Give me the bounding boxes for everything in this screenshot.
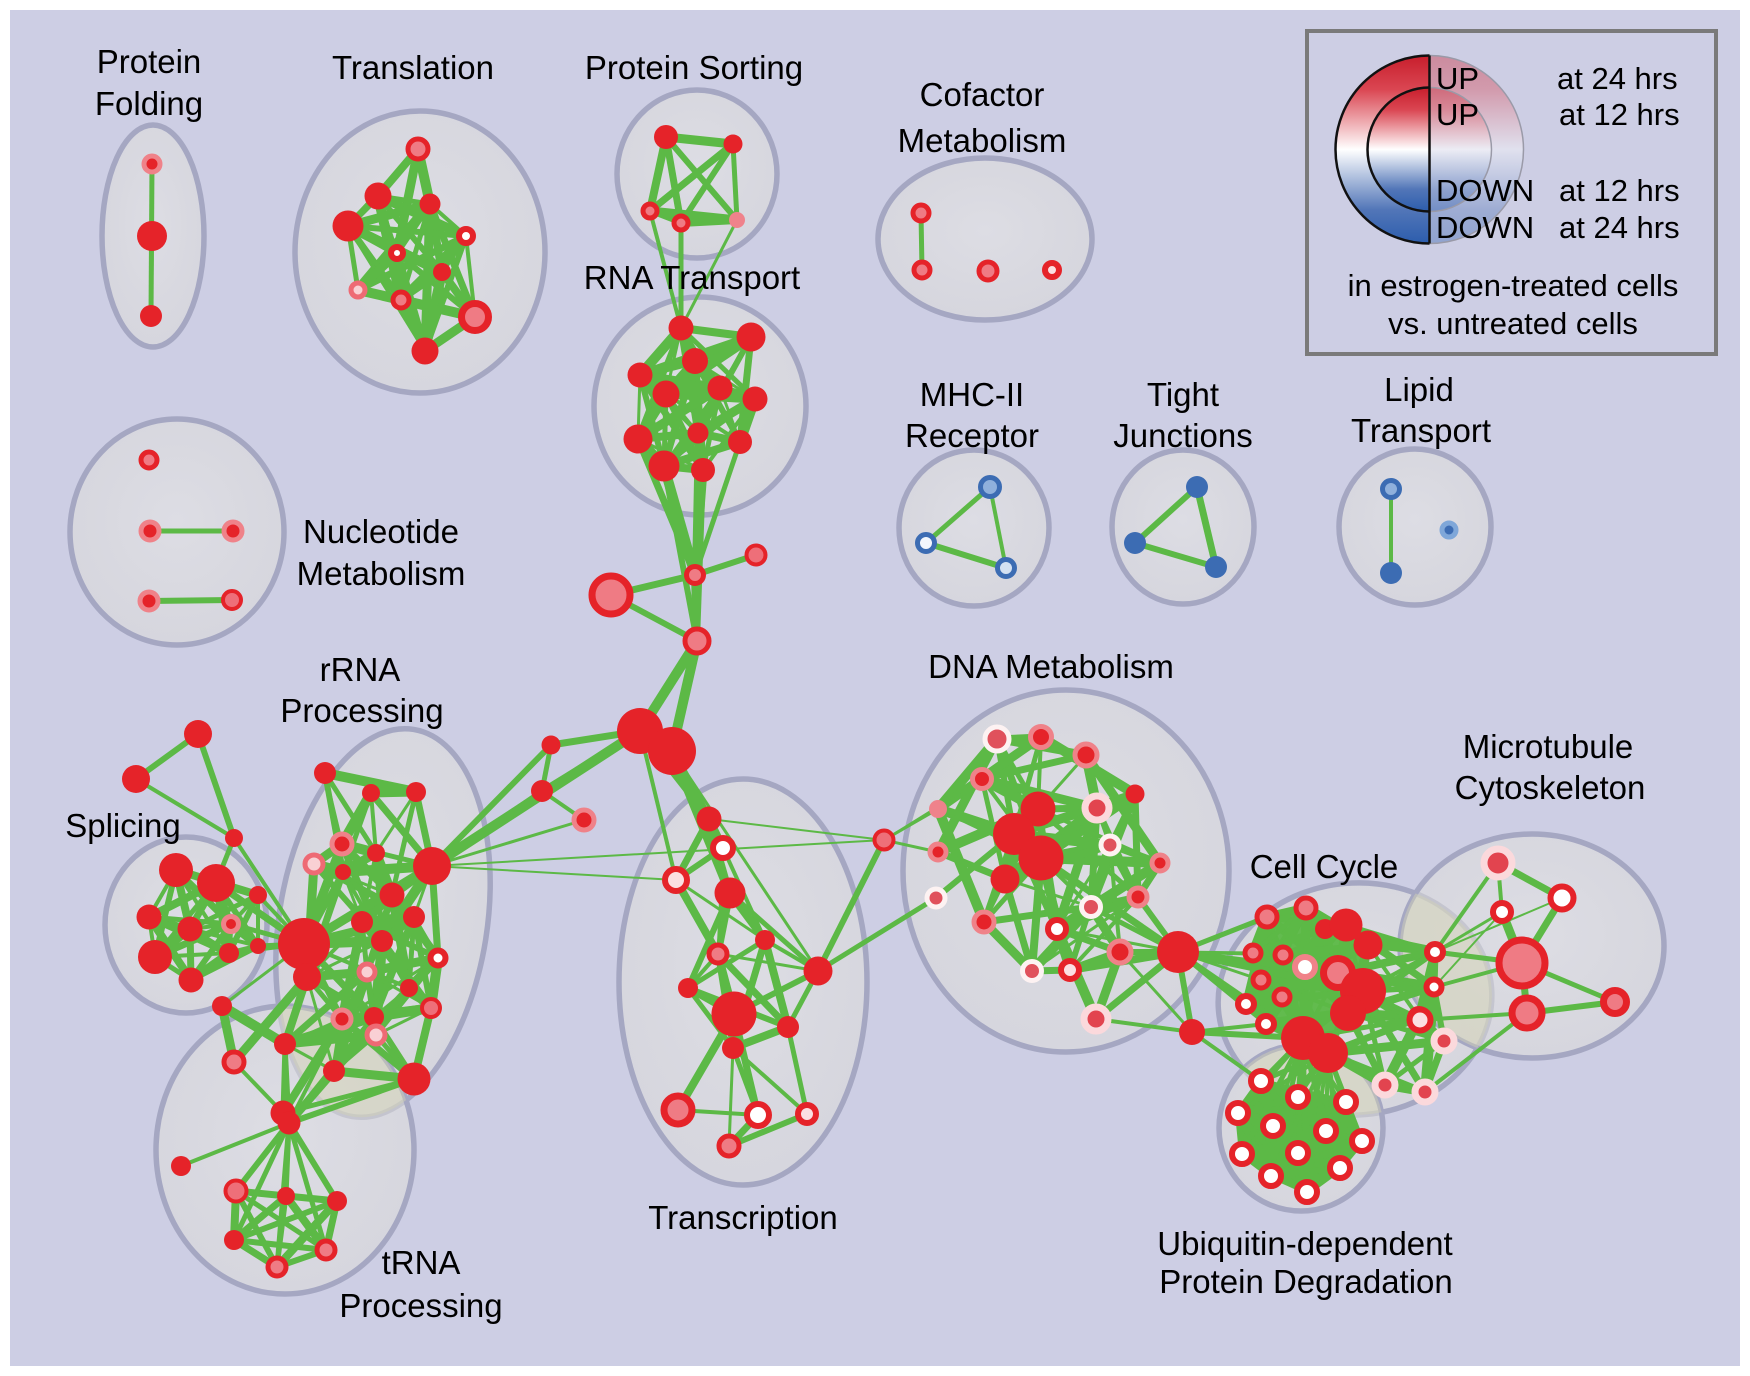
svg-text:Nucleotide: Nucleotide xyxy=(303,513,459,550)
svg-text:Processing: Processing xyxy=(280,692,443,729)
svg-text:Lipid: Lipid xyxy=(1384,371,1454,408)
svg-text:Translation: Translation xyxy=(332,49,494,86)
svg-text:DOWN: DOWN xyxy=(1436,173,1534,208)
svg-text:tRNA: tRNA xyxy=(382,1244,461,1281)
svg-text:vs. untreated cells: vs. untreated cells xyxy=(1388,306,1638,341)
svg-text:RNA Transport: RNA Transport xyxy=(584,259,800,296)
svg-text:in estrogen-treated cells: in estrogen-treated cells xyxy=(1348,268,1679,303)
svg-text:Metabolism: Metabolism xyxy=(898,122,1067,159)
svg-text:Microtubule: Microtubule xyxy=(1463,728,1634,765)
svg-text:Protein Sorting: Protein Sorting xyxy=(585,49,803,86)
svg-text:Cell Cycle: Cell Cycle xyxy=(1250,848,1399,885)
svg-text:Transport: Transport xyxy=(1351,412,1491,449)
svg-text:Folding: Folding xyxy=(95,85,203,122)
svg-text:at 12 hrs: at 12 hrs xyxy=(1559,97,1680,132)
svg-text:Processing: Processing xyxy=(339,1287,502,1324)
svg-text:rRNA: rRNA xyxy=(320,651,401,688)
svg-text:MHC-II: MHC-II xyxy=(920,376,1024,413)
svg-text:Receptor: Receptor xyxy=(905,417,1039,454)
svg-text:UP: UP xyxy=(1436,61,1479,96)
svg-text:DOWN: DOWN xyxy=(1436,210,1534,245)
svg-text:at 24 hrs: at 24 hrs xyxy=(1557,61,1678,96)
svg-text:Cofactor: Cofactor xyxy=(920,76,1045,113)
svg-text:UP: UP xyxy=(1436,97,1479,132)
svg-text:at 12 hrs: at 12 hrs xyxy=(1559,173,1680,208)
svg-text:Splicing: Splicing xyxy=(65,807,181,844)
svg-text:Metabolism: Metabolism xyxy=(297,555,466,592)
svg-text:Protein: Protein xyxy=(97,43,202,80)
svg-text:Ubiquitin-dependent: Ubiquitin-dependent xyxy=(1157,1225,1452,1262)
svg-text:Tight: Tight xyxy=(1147,376,1219,413)
svg-text:Protein Degradation: Protein Degradation xyxy=(1159,1263,1453,1300)
svg-text:Cytoskeleton: Cytoskeleton xyxy=(1455,769,1646,806)
svg-text:Junctions: Junctions xyxy=(1113,417,1252,454)
svg-text:Transcription: Transcription xyxy=(648,1199,838,1236)
svg-text:DNA Metabolism: DNA Metabolism xyxy=(928,648,1174,685)
svg-text:at 24 hrs: at 24 hrs xyxy=(1559,210,1680,245)
